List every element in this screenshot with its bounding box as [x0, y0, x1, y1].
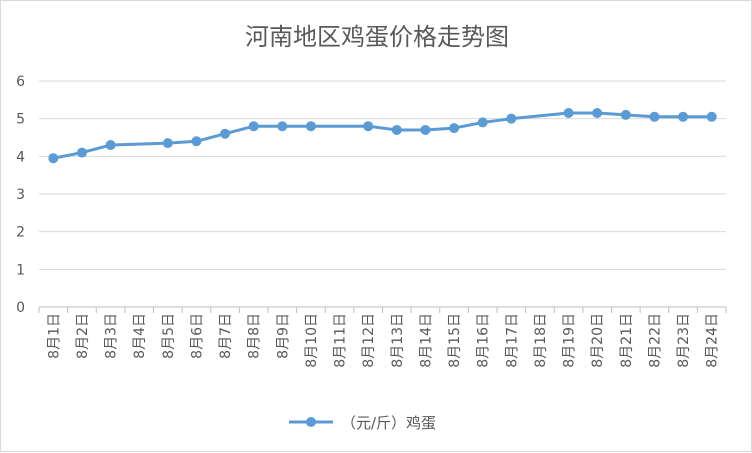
x-tick-label: 8月3日 — [104, 313, 120, 359]
legend-point-marker — [306, 417, 316, 427]
data-point — [162, 138, 173, 149]
legend: （元/斤）鸡蛋 — [289, 414, 436, 432]
data-point — [363, 121, 374, 132]
y-tick-label: 5 — [16, 112, 25, 128]
data-point — [649, 111, 660, 122]
series-line — [53, 111, 712, 160]
x-tick-label: 8月10日 — [304, 313, 320, 368]
data-point — [678, 111, 689, 122]
y-tick-label: 0 — [16, 300, 25, 316]
series-layer — [48, 108, 717, 164]
grid-layer — [38, 80, 727, 313]
data-point — [105, 140, 116, 151]
data-point — [477, 117, 488, 128]
y-tick-label: 3 — [16, 187, 25, 203]
y-tick-label: 1 — [16, 262, 25, 278]
data-point — [248, 121, 259, 132]
y-tick-label: 4 — [16, 149, 25, 165]
x-tick-label: 8月14日 — [418, 313, 434, 368]
data-point — [220, 128, 231, 139]
data-point — [449, 123, 460, 134]
data-point — [563, 108, 574, 119]
data-point — [420, 124, 431, 135]
x-tick-label: 8月21日 — [619, 313, 635, 368]
data-point — [48, 153, 59, 164]
x-tick-label: 8月16日 — [476, 313, 492, 368]
x-tick-label: 8月6日 — [189, 313, 205, 359]
chart-title: 河南地区鸡蛋价格走势图 — [245, 23, 509, 51]
x-axis-tick-labels: 8月1日 8月2日 8月3日 8月4日 8月5日 8月6日 8月7日 8月8日 8月9日 8月10… — [46, 313, 720, 368]
data-point — [277, 121, 288, 132]
x-tick-label: 8月24日 — [705, 313, 721, 368]
data-point — [506, 113, 517, 124]
legend-label: （元/斤）鸡蛋 — [341, 414, 436, 432]
x-tick-label: 8月1日 — [46, 313, 62, 359]
x-tick-label: 8月17日 — [504, 313, 520, 368]
data-point — [620, 109, 631, 120]
data-point — [706, 111, 717, 122]
x-tick-label: 8月18日 — [533, 313, 549, 368]
x-tick-label: 8月19日 — [562, 313, 578, 368]
x-tick-label: 8月11日 — [333, 313, 349, 368]
x-tick-label: 8月22日 — [647, 313, 663, 368]
y-axis-tick-labels: 0 1 2 3 4 5 6 — [16, 74, 25, 316]
x-tick-label: 8月15日 — [447, 313, 463, 368]
data-point — [305, 121, 316, 132]
x-tick-label: 8月2日 — [75, 313, 91, 359]
data-point — [592, 108, 603, 119]
x-tick-label: 8月8日 — [247, 313, 263, 359]
data-point — [391, 124, 402, 135]
x-tick-label: 8月5日 — [161, 313, 177, 359]
x-tick-label: 8月13日 — [390, 313, 406, 368]
x-tick-label: 8月12日 — [361, 313, 377, 368]
x-tick-label: 8月4日 — [132, 313, 148, 359]
x-tick-label: 8月20日 — [590, 313, 606, 368]
data-point — [76, 147, 87, 158]
x-tick-label: 8月23日 — [676, 313, 692, 368]
data-point — [191, 136, 202, 147]
y-tick-label: 2 — [16, 225, 25, 241]
x-tick-label: 8月9日 — [275, 313, 291, 359]
x-tick-label: 8月7日 — [218, 313, 234, 359]
y-tick-label: 6 — [16, 74, 25, 90]
